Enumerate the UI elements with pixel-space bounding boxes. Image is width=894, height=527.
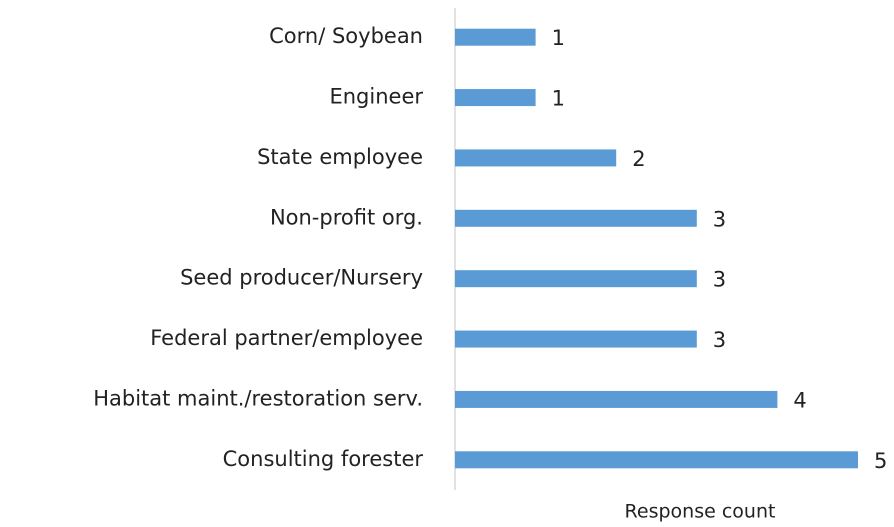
bar: [455, 451, 858, 469]
y-tick-label: State employee: [257, 145, 423, 169]
value-label: 1: [552, 87, 565, 111]
bar: [455, 89, 536, 107]
y-tick-label: Engineer: [329, 85, 423, 109]
y-tick-label: Consulting forester: [223, 447, 424, 471]
y-tick-label: Habitat maint./restoration serv.: [93, 386, 423, 410]
value-label: 1: [552, 26, 565, 50]
bar: [455, 330, 697, 348]
x-axis-title: Response count: [625, 501, 776, 523]
bar: [455, 390, 778, 408]
value-label: 4: [793, 388, 806, 412]
bar: [455, 209, 697, 227]
y-tick-label: Corn/ Soybean: [269, 24, 423, 48]
bar: [455, 149, 617, 167]
bar: [455, 270, 697, 288]
y-tick-label: Seed producer/Nursery: [180, 266, 423, 290]
value-label: 5: [874, 449, 887, 473]
value-label: 2: [632, 147, 645, 171]
value-label: 3: [713, 328, 726, 352]
value-label: 3: [713, 207, 726, 231]
y-tick-label: Federal partner/employee: [150, 326, 423, 350]
value-label: 3: [713, 268, 726, 292]
bar: [455, 28, 536, 46]
y-tick-label: Non-profit org.: [270, 205, 423, 229]
